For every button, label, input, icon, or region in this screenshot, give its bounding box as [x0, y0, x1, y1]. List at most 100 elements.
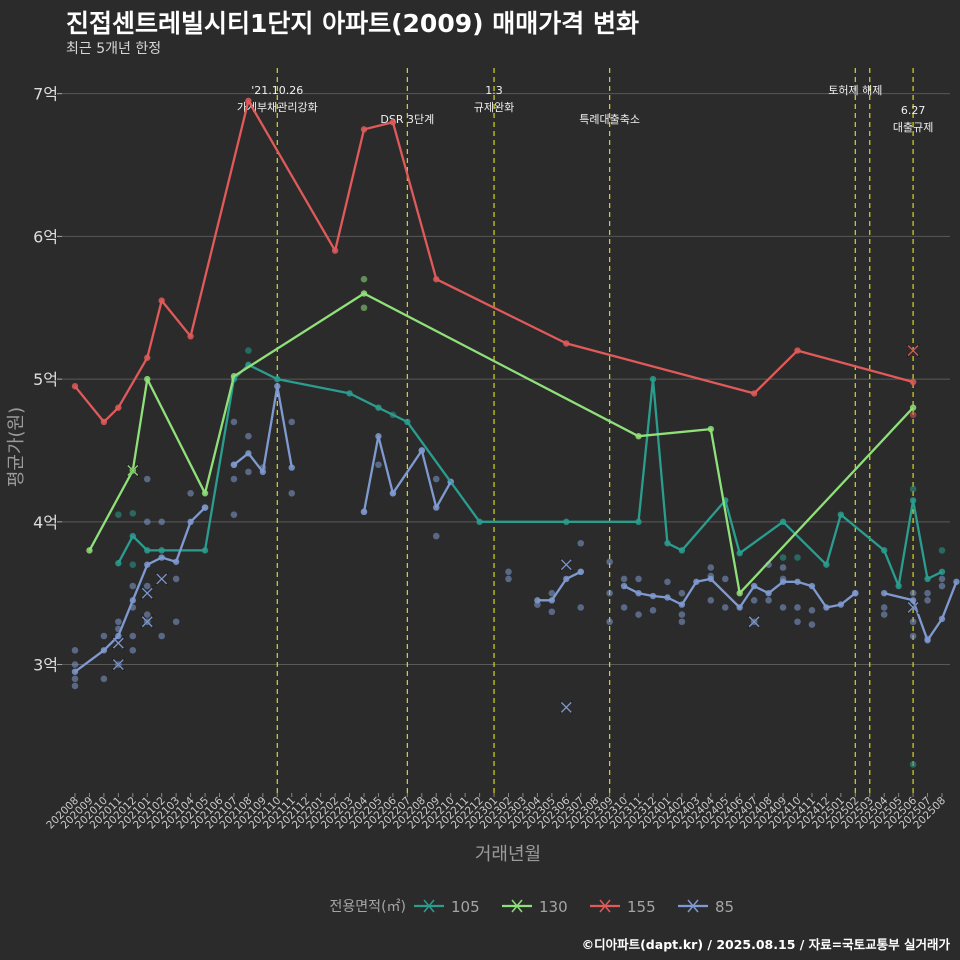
data-point [606, 618, 613, 626]
data-point [129, 646, 137, 654]
line-point [360, 508, 368, 516]
data-point [635, 575, 642, 583]
series-line-85 [74, 506, 206, 673]
x-axis: 2020082020092020102020112020122021012021… [44, 793, 948, 831]
y-tick-label: 6억 [33, 227, 58, 246]
data-point [794, 618, 801, 626]
cancelled-marker [140, 586, 154, 600]
event-label: 규제완화 [474, 101, 514, 114]
data-point [115, 618, 122, 626]
data-point [721, 575, 729, 583]
data-point [432, 475, 440, 483]
cross-stroke [127, 464, 139, 476]
legend-label: 155 [627, 898, 656, 916]
data-point [230, 475, 238, 483]
data-point [100, 632, 108, 640]
data-point [808, 607, 816, 614]
data-point [707, 564, 715, 571]
data-point [288, 418, 296, 426]
legend-cross [599, 899, 611, 913]
data-point [779, 604, 787, 611]
source-caption: ©디아파트(dapt.kr) / 2025.08.15 / 자료=국토교통부 실… [581, 937, 950, 952]
event-label: '21.10.26 [251, 84, 303, 97]
cross-stroke [112, 659, 124, 671]
data-point [808, 621, 816, 628]
legend-title: 전용면적(㎡) [330, 899, 406, 915]
cross-stroke [560, 559, 572, 571]
series-line-155 [74, 99, 914, 424]
data-point [143, 582, 151, 590]
series-lines [74, 99, 958, 673]
x-axis-label: 거래년월 [475, 844, 541, 865]
series-line-85 [883, 581, 958, 642]
data-point [187, 489, 194, 497]
cross-stroke [907, 345, 919, 357]
data-point [664, 578, 671, 586]
data-point [245, 468, 252, 476]
data-point [71, 675, 79, 683]
cross-stroke [560, 701, 572, 713]
data-point [158, 518, 165, 526]
legend: 전용면적(㎡) 105 130 155 85 [330, 898, 735, 916]
data-point [288, 489, 296, 497]
data-point [375, 461, 382, 469]
y-axis: 3억 4억 5억 6억 7억 [33, 85, 62, 675]
data-point [129, 561, 137, 568]
chart-title: 진접센트레빌시티1단지 아파트(2009) 매매가격 변화 [66, 9, 639, 38]
data-point [432, 532, 440, 540]
data-point [765, 597, 772, 604]
y-axis-label: 평균가(원) [6, 407, 27, 487]
series-line-85 [537, 570, 582, 602]
data-point [505, 575, 512, 583]
data-point [245, 347, 252, 354]
data-point [924, 589, 931, 597]
cancelled-markers [111, 344, 920, 714]
event-label: 가계부채관리강화 [237, 101, 318, 114]
data-point [678, 589, 686, 597]
y-tick-label: 5억 [33, 370, 58, 389]
y-tick-label: 4억 [33, 513, 58, 532]
data-point [721, 604, 729, 611]
data-point [71, 682, 79, 690]
data-point [230, 418, 238, 426]
cancelled-marker [140, 615, 154, 629]
data-point [909, 485, 917, 493]
data-point [938, 547, 946, 554]
data-point [678, 618, 686, 626]
legend-label: 130 [539, 898, 568, 916]
data-point [129, 632, 137, 640]
data-point [100, 675, 108, 683]
event-label: 특례대출축소 [579, 113, 640, 126]
transaction-points [71, 97, 960, 768]
data-point [909, 618, 917, 626]
data-point [505, 568, 512, 576]
data-point [129, 509, 137, 517]
data-point [230, 511, 238, 518]
data-point [143, 475, 151, 483]
data-point [909, 589, 917, 597]
data-point [924, 597, 931, 604]
cancelled-marker [906, 344, 920, 358]
data-point [115, 511, 122, 518]
data-point [172, 618, 180, 626]
cross-stroke [141, 616, 153, 628]
data-point [577, 539, 585, 547]
data-point [620, 575, 628, 583]
data-point [172, 575, 180, 583]
legend-label: 105 [451, 898, 480, 916]
cross-stroke [907, 602, 919, 613]
data-point [678, 611, 686, 618]
cancelled-marker [155, 572, 169, 586]
data-point [750, 597, 758, 604]
data-point [360, 275, 368, 283]
legend-cross [423, 899, 435, 913]
series-line-130 [88, 292, 914, 595]
data-point [129, 582, 137, 590]
legend-cross [511, 899, 523, 913]
cross-stroke [112, 637, 124, 649]
data-point [143, 518, 151, 526]
data-point [938, 575, 946, 583]
data-point [779, 564, 787, 571]
data-point [71, 646, 79, 654]
